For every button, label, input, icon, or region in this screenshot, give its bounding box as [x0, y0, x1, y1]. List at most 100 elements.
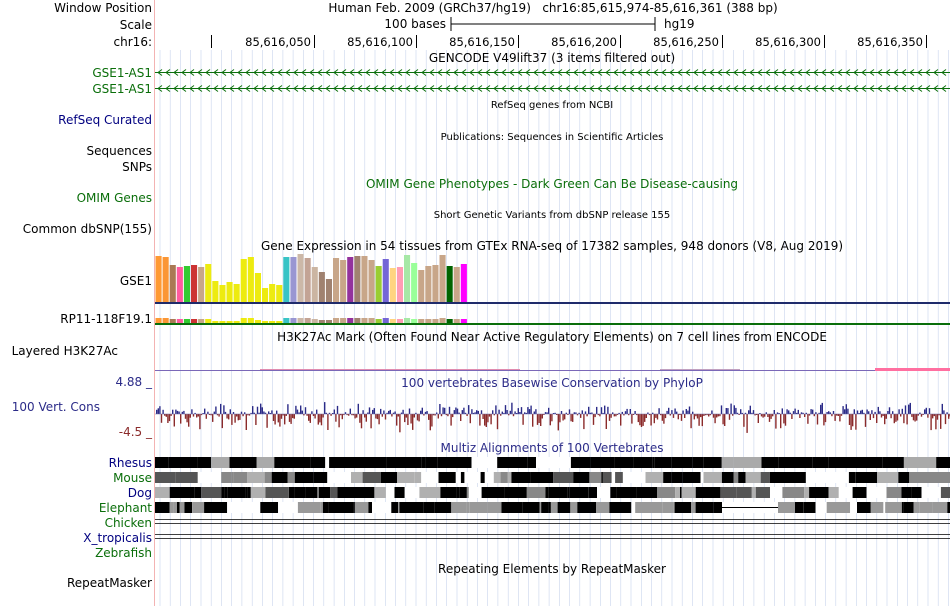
conservation-bar-negative: [608, 414, 611, 421]
species-label[interactable]: Rhesus: [109, 456, 152, 470]
conservation-bar-negative: [884, 414, 886, 425]
alignment-block: [297, 502, 302, 513]
strand-chevron: [941, 69, 947, 76]
conservation-bar-negative: [351, 414, 353, 416]
sequences-track-label[interactable]: Sequences: [87, 144, 152, 158]
conservation-bar-negative: [639, 414, 641, 426]
species-label[interactable]: Elephant: [99, 501, 152, 515]
conservation-bar-negative: [576, 414, 579, 416]
species-label[interactable]: Chicken: [105, 516, 152, 530]
conservation-bar-negative: [292, 414, 294, 419]
strand-chevron: [325, 85, 331, 92]
conservation-bar-positive: [858, 413, 860, 414]
strand-chevron: [213, 85, 219, 92]
strand-chevron: [893, 69, 899, 76]
gencode-item-label[interactable]: GSE1-AS1: [92, 66, 152, 80]
conservation-bar-negative: [719, 414, 721, 417]
species-label[interactable]: X_tropicalis: [83, 531, 152, 545]
dbsnp-track-label[interactable]: Common dbSNP(155): [23, 222, 152, 236]
gencode-transcript-1[interactable]: [155, 69, 950, 76]
alignment-block: [233, 472, 248, 483]
conservation-bar-positive: [464, 412, 467, 414]
conservation-bar-positive: [658, 408, 660, 414]
strand-chevron: [677, 69, 683, 76]
strand-chevron: [781, 85, 787, 92]
conservation-bar-negative: [277, 414, 279, 423]
gtex-gene-label[interactable]: RP11-118F19.1: [60, 312, 152, 326]
species-label[interactable]: Dog: [128, 486, 152, 500]
gtex-gene-label[interactable]: GSE1: [120, 274, 152, 288]
multiz-alignments[interactable]: [155, 457, 950, 539]
strand-chevron: [517, 85, 523, 92]
alignment-block: [155, 487, 170, 498]
conservation-track-label[interactable]: 100 Vert. Cons: [12, 400, 100, 414]
refseq-track-label[interactable]: RefSeq Curated: [58, 113, 152, 127]
strand-chevron: [885, 85, 891, 92]
conservation-bar-positive: [474, 412, 476, 414]
refseq-track-title: RefSeq genes from NCBI: [491, 100, 613, 111]
alignment-block: [440, 487, 457, 498]
gtex-tissue-bar: [425, 266, 432, 302]
alignment-block: [913, 502, 920, 513]
conservation-bar-negative: [760, 414, 763, 417]
gtex-tissue-bar-small: [439, 318, 446, 323]
strand-chevron: [733, 69, 739, 76]
conservation-bar-negative: [637, 414, 639, 423]
gtex-expression-bars[interactable]: [155, 254, 467, 302]
base-position-ruler[interactable]: 85,616,050 85,616,100 85,616,150 85,616,200…: [245, 35, 927, 49]
gencode-item-label[interactable]: GSE1-AS1: [92, 82, 152, 96]
gtex-expression-bars-small[interactable]: [155, 318, 467, 323]
conservation-bar-positive: [898, 409, 900, 414]
strand-chevron: [597, 85, 603, 92]
gencode-transcript-2[interactable]: [155, 85, 950, 92]
alignment-block: [909, 472, 929, 483]
species-label[interactable]: Zebrafish: [95, 546, 152, 560]
conservation-bar-negative: [728, 414, 731, 420]
conservation-bar-positive: [250, 412, 252, 414]
conservation-bar-negative: [168, 414, 171, 422]
multiz-species-labels[interactable]: RhesusMouseDogElephantChickenX_tropicali…: [83, 456, 152, 560]
conservation-bar-negative: [348, 414, 350, 416]
alignment-block: [221, 472, 232, 483]
conservation-bar-negative: [391, 414, 393, 417]
conservation-bar-negative: [869, 414, 871, 420]
conservation-bar-positive: [552, 413, 555, 414]
h3k27ac-track-title: H3K27Ac Mark (Often Found Near Active Re…: [277, 330, 827, 344]
omim-track-label[interactable]: OMIM Genes: [77, 191, 152, 205]
alignment-block: [675, 487, 680, 498]
species-label[interactable]: Mouse: [113, 471, 152, 485]
conservation-bar-positive: [533, 411, 535, 414]
conservation-bar-negative: [431, 414, 433, 427]
h3k27ac-signal[interactable]: [155, 368, 950, 371]
alignment-block: [175, 472, 198, 483]
alignment-block: [487, 502, 502, 513]
conservation-bar-negative: [885, 414, 887, 419]
conservation-bar-positive: [928, 408, 931, 414]
gtex-tissue-bar-small: [453, 319, 460, 323]
conservation-bar-positive: [805, 412, 807, 414]
conservation-bar-positive: [578, 412, 580, 414]
conservation-bar-positive: [260, 403, 262, 414]
alignment-block: [481, 487, 505, 498]
snps-track-label[interactable]: SNPs: [122, 160, 152, 174]
alignment-block: [177, 502, 180, 513]
h3k27ac-track-label[interactable]: Layered H3K27Ac: [12, 344, 118, 358]
strand-chevron: [533, 85, 539, 92]
alignment-block: [548, 502, 551, 513]
conservation-wiggle[interactable]: [155, 402, 950, 433]
conservation-bar-negative: [653, 414, 655, 424]
strand-chevron: [381, 85, 387, 92]
alignment-block: [700, 472, 704, 483]
alignment-block: [464, 472, 481, 483]
strand-chevron: [157, 85, 163, 92]
repeatmasker-track-label[interactable]: RepeatMasker: [67, 576, 152, 590]
conservation-bar-negative: [466, 414, 468, 416]
alignment-block: [227, 487, 246, 498]
strand-chevron: [437, 69, 443, 76]
conservation-bar-positive: [751, 412, 753, 414]
alignment-block: [832, 472, 849, 483]
conservation-bar-positive: [271, 410, 273, 414]
conservation-bar-negative: [538, 414, 540, 423]
alignment-block: [745, 472, 761, 483]
